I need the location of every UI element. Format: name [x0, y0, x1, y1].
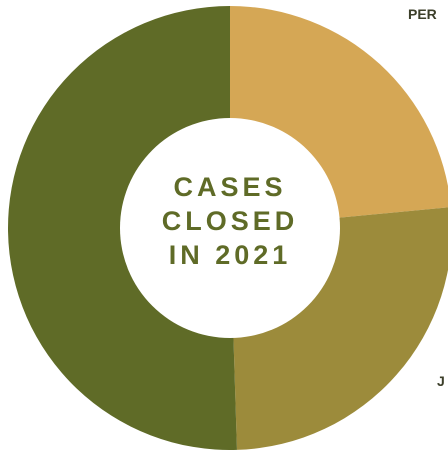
- slice-label-j: J: [437, 373, 445, 389]
- chart-title: CASES CLOSED IN 2021: [130, 170, 330, 272]
- chart-title-line-2: CLOSED: [161, 206, 299, 236]
- slice-label-per: PER: [408, 6, 437, 22]
- donut-hole: [120, 118, 340, 338]
- chart-title-line-3: IN 2021: [168, 240, 292, 270]
- chart-title-line-1: CASES: [173, 172, 287, 202]
